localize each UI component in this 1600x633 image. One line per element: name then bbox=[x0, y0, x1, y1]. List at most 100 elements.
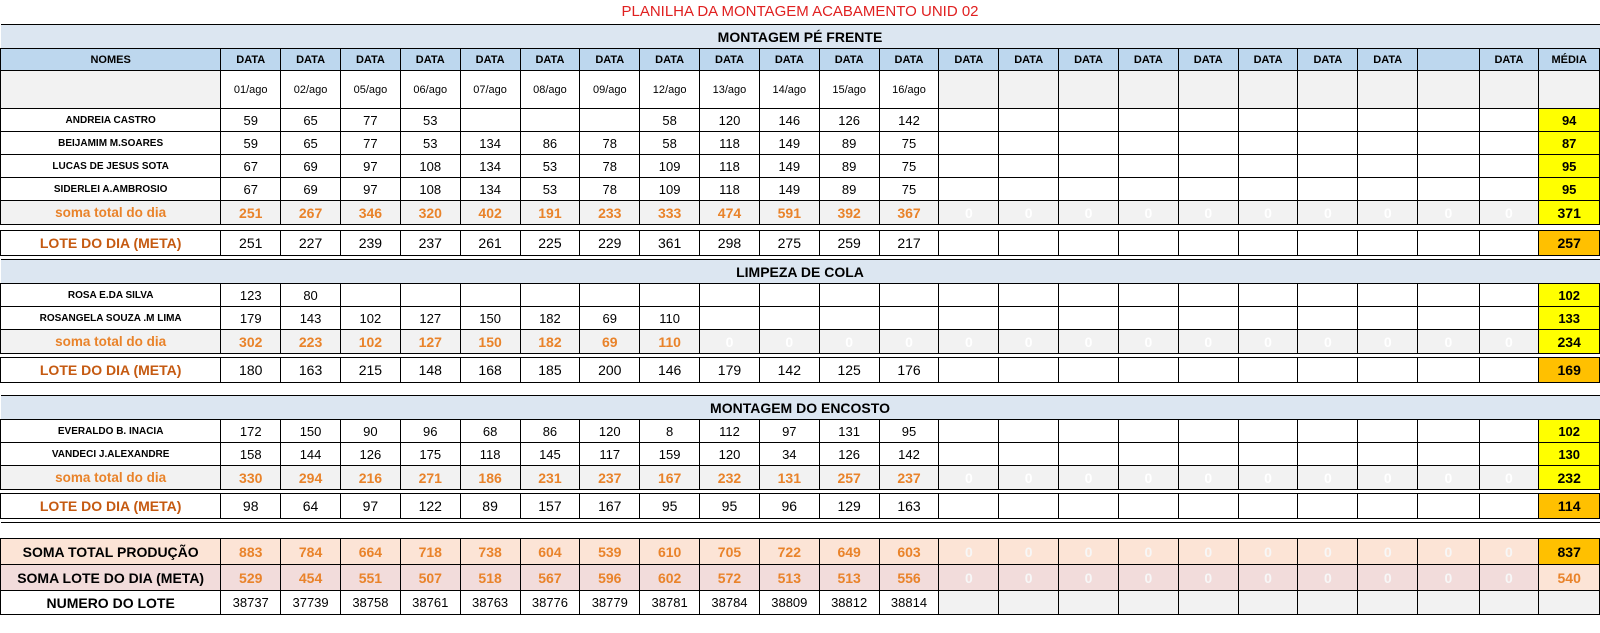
empty-cell[interactable] bbox=[1177, 493, 1239, 519]
empty-cell[interactable] bbox=[1297, 419, 1359, 443]
value-cell[interactable]: 556 bbox=[878, 564, 940, 591]
empty-cell[interactable] bbox=[1357, 131, 1419, 155]
empty-cell[interactable] bbox=[1417, 230, 1480, 256]
lote-cell[interactable]: 38761 bbox=[399, 590, 461, 615]
value-cell[interactable]: 146 bbox=[758, 108, 820, 132]
empty-cell[interactable] bbox=[1117, 306, 1179, 330]
value-cell[interactable]: 784 bbox=[280, 538, 341, 565]
value-cell[interactable]: 67 bbox=[220, 177, 282, 201]
empty-cell[interactable] bbox=[1297, 108, 1359, 132]
empty-cell[interactable] bbox=[1478, 590, 1540, 615]
empty-cell[interactable] bbox=[1177, 131, 1239, 155]
value-cell[interactable]: 59 bbox=[220, 131, 282, 155]
empty-cell[interactable] bbox=[998, 590, 1060, 615]
value-cell[interactable] bbox=[878, 306, 940, 330]
empty-cell[interactable] bbox=[1297, 177, 1359, 201]
empty-cell[interactable] bbox=[1058, 283, 1119, 307]
value-cell[interactable]: 58 bbox=[639, 131, 701, 155]
value-cell[interactable]: 8 bbox=[639, 419, 701, 443]
empty-cell[interactable] bbox=[1417, 283, 1480, 307]
value-cell[interactable]: 883 bbox=[220, 538, 282, 565]
value-cell[interactable]: 225 bbox=[519, 230, 581, 256]
value-cell[interactable]: 518 bbox=[459, 564, 521, 591]
empty-cell[interactable] bbox=[938, 108, 1000, 132]
value-cell[interactable]: 320 bbox=[399, 200, 461, 225]
empty-cell[interactable] bbox=[1177, 590, 1239, 615]
lote-cell[interactable]: 38814 bbox=[878, 590, 940, 615]
value-cell[interactable]: 237 bbox=[579, 465, 641, 490]
value-cell[interactable] bbox=[818, 306, 880, 330]
empty-cell[interactable] bbox=[1237, 154, 1299, 178]
value-cell[interactable]: 572 bbox=[699, 564, 760, 591]
value-cell[interactable]: 80 bbox=[280, 283, 341, 307]
value-cell[interactable]: 271 bbox=[399, 465, 461, 490]
empty-cell[interactable] bbox=[1478, 283, 1540, 307]
empty-cell[interactable] bbox=[938, 590, 1000, 615]
lote-cell[interactable]: 38779 bbox=[579, 590, 641, 615]
empty-cell[interactable] bbox=[1237, 230, 1299, 256]
value-cell[interactable]: 150 bbox=[459, 329, 521, 354]
value-cell[interactable]: 664 bbox=[339, 538, 401, 565]
value-cell[interactable]: 567 bbox=[519, 564, 581, 591]
empty-cell[interactable] bbox=[1417, 493, 1480, 519]
value-cell[interactable]: 148 bbox=[399, 357, 461, 383]
value-cell[interactable] bbox=[459, 108, 521, 132]
value-cell[interactable]: 392 bbox=[818, 200, 880, 225]
value-cell[interactable]: 261 bbox=[459, 230, 521, 256]
value-cell[interactable]: 602 bbox=[639, 564, 701, 591]
value-cell[interactable]: 89 bbox=[818, 131, 880, 155]
value-cell[interactable]: 182 bbox=[519, 329, 581, 354]
value-cell[interactable]: 149 bbox=[758, 154, 820, 178]
empty-cell[interactable] bbox=[1357, 108, 1419, 132]
value-cell[interactable]: 58 bbox=[639, 108, 701, 132]
empty-cell[interactable] bbox=[1117, 283, 1179, 307]
value-cell[interactable]: 217 bbox=[878, 230, 940, 256]
value-cell[interactable]: 89 bbox=[818, 177, 880, 201]
value-cell[interactable] bbox=[758, 306, 820, 330]
value-cell[interactable]: 53 bbox=[399, 108, 461, 132]
value-cell[interactable]: 134 bbox=[459, 131, 521, 155]
value-cell[interactable] bbox=[339, 283, 401, 307]
value-cell[interactable]: 86 bbox=[519, 419, 581, 443]
value-cell[interactable]: 146 bbox=[639, 357, 701, 383]
value-cell[interactable]: 610 bbox=[639, 538, 701, 565]
value-cell[interactable]: 251 bbox=[220, 230, 282, 256]
value-cell[interactable]: 529 bbox=[220, 564, 282, 591]
value-cell[interactable] bbox=[519, 108, 581, 132]
value-cell[interactable]: 227 bbox=[280, 230, 341, 256]
empty-cell[interactable] bbox=[1237, 108, 1299, 132]
value-cell[interactable]: 0 bbox=[758, 329, 820, 354]
value-cell[interactable]: 168 bbox=[459, 357, 521, 383]
empty-cell[interactable] bbox=[998, 493, 1060, 519]
value-cell[interactable] bbox=[878, 283, 940, 307]
value-cell[interactable]: 191 bbox=[519, 200, 581, 225]
empty-cell[interactable] bbox=[1357, 177, 1419, 201]
value-cell[interactable]: 237 bbox=[878, 465, 940, 490]
empty-cell[interactable] bbox=[1357, 230, 1419, 256]
value-cell[interactable]: 185 bbox=[519, 357, 581, 383]
empty-cell[interactable] bbox=[1177, 419, 1239, 443]
value-cell[interactable]: 53 bbox=[519, 154, 581, 178]
value-cell[interactable]: 68 bbox=[459, 419, 521, 443]
value-cell[interactable]: 275 bbox=[758, 230, 820, 256]
empty-cell[interactable] bbox=[1117, 493, 1179, 519]
value-cell[interactable] bbox=[519, 283, 581, 307]
lote-cell[interactable]: 38784 bbox=[699, 590, 760, 615]
value-cell[interactable]: 176 bbox=[878, 357, 940, 383]
value-cell[interactable]: 239 bbox=[339, 230, 401, 256]
value-cell[interactable] bbox=[579, 108, 641, 132]
value-cell[interactable]: 69 bbox=[280, 154, 341, 178]
value-cell[interactable]: 126 bbox=[818, 442, 880, 466]
empty-cell[interactable] bbox=[1297, 230, 1359, 256]
value-cell[interactable]: 237 bbox=[399, 230, 461, 256]
empty-cell[interactable] bbox=[1237, 590, 1299, 615]
value-cell[interactable]: 474 bbox=[699, 200, 760, 225]
value-cell[interactable]: 333 bbox=[639, 200, 701, 225]
empty-cell[interactable] bbox=[1117, 419, 1179, 443]
value-cell[interactable]: 149 bbox=[758, 177, 820, 201]
empty-cell[interactable] bbox=[998, 306, 1060, 330]
empty-cell[interactable] bbox=[1297, 283, 1359, 307]
value-cell[interactable]: 507 bbox=[399, 564, 461, 591]
value-cell[interactable]: 127 bbox=[399, 329, 461, 354]
empty-cell[interactable] bbox=[1117, 131, 1179, 155]
